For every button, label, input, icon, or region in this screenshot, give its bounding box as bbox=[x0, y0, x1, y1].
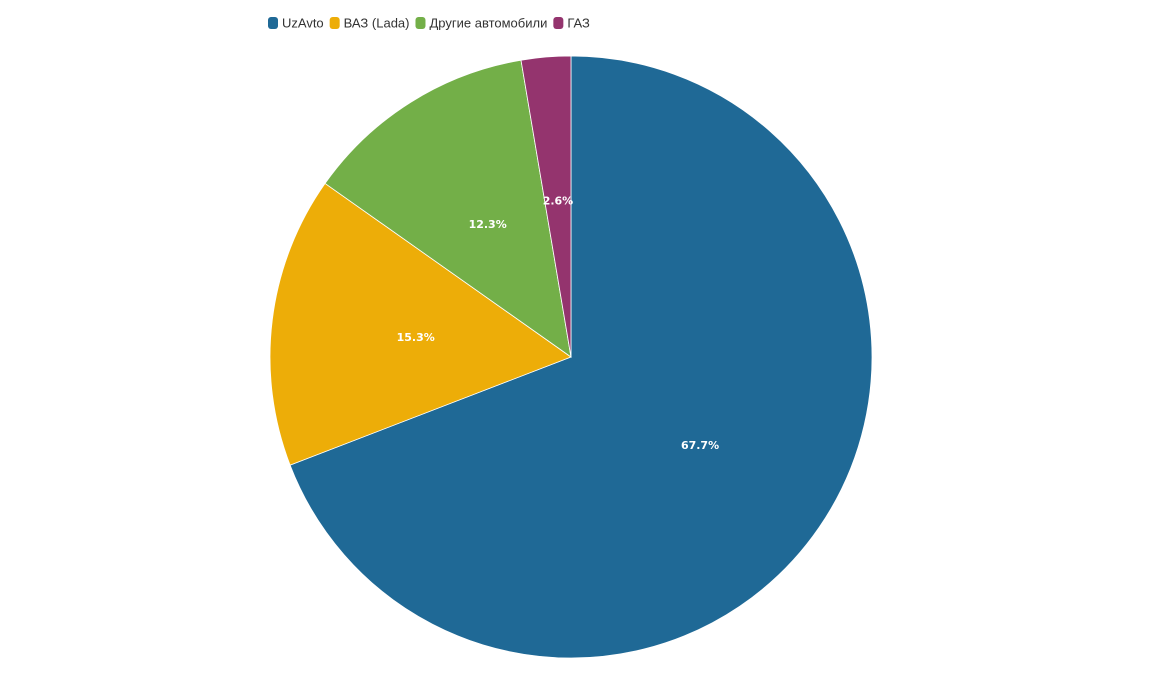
legend-item-series-3[interactable]: Другие автомобили bbox=[415, 16, 547, 31]
legend-label: ВАЗ (Lada) bbox=[344, 16, 410, 31]
legend-swatch bbox=[553, 17, 564, 29]
slice-label-lada: 15.3% bbox=[397, 331, 435, 344]
legend-label: Другие автомобили bbox=[429, 16, 547, 31]
pie-slice-uzavto[interactable] bbox=[289, 55, 873, 659]
slice-label-series-4: 2.6% bbox=[543, 195, 574, 208]
pie-slices bbox=[269, 55, 873, 659]
legend-item-series-4[interactable]: ГАЗ bbox=[553, 16, 590, 31]
pie-slice-lada[interactable] bbox=[269, 182, 572, 466]
slice-label-uzavto: 67.7% bbox=[681, 439, 719, 452]
legend-swatch bbox=[268, 17, 278, 29]
legend-label: UzAvto bbox=[282, 16, 324, 31]
pie-slice-series-3[interactable] bbox=[324, 59, 572, 358]
legend-label: ГАЗ bbox=[567, 16, 590, 31]
slice-labels: 67.7% 15.3% 12.3% 2.6% bbox=[397, 195, 720, 453]
legend-swatch bbox=[329, 17, 340, 29]
legend-item-lada[interactable]: ВАЗ (Lada) bbox=[329, 16, 410, 31]
slice-label-series-3: 12.3% bbox=[469, 218, 507, 231]
pie-slice-series-4[interactable] bbox=[520, 55, 572, 358]
legend-swatch bbox=[415, 17, 426, 29]
legend: UzAvto ВАЗ (Lada) Другие автомобили ГАЗ bbox=[268, 16, 590, 31]
legend-item-uzavto[interactable]: UzAvto bbox=[268, 16, 324, 31]
